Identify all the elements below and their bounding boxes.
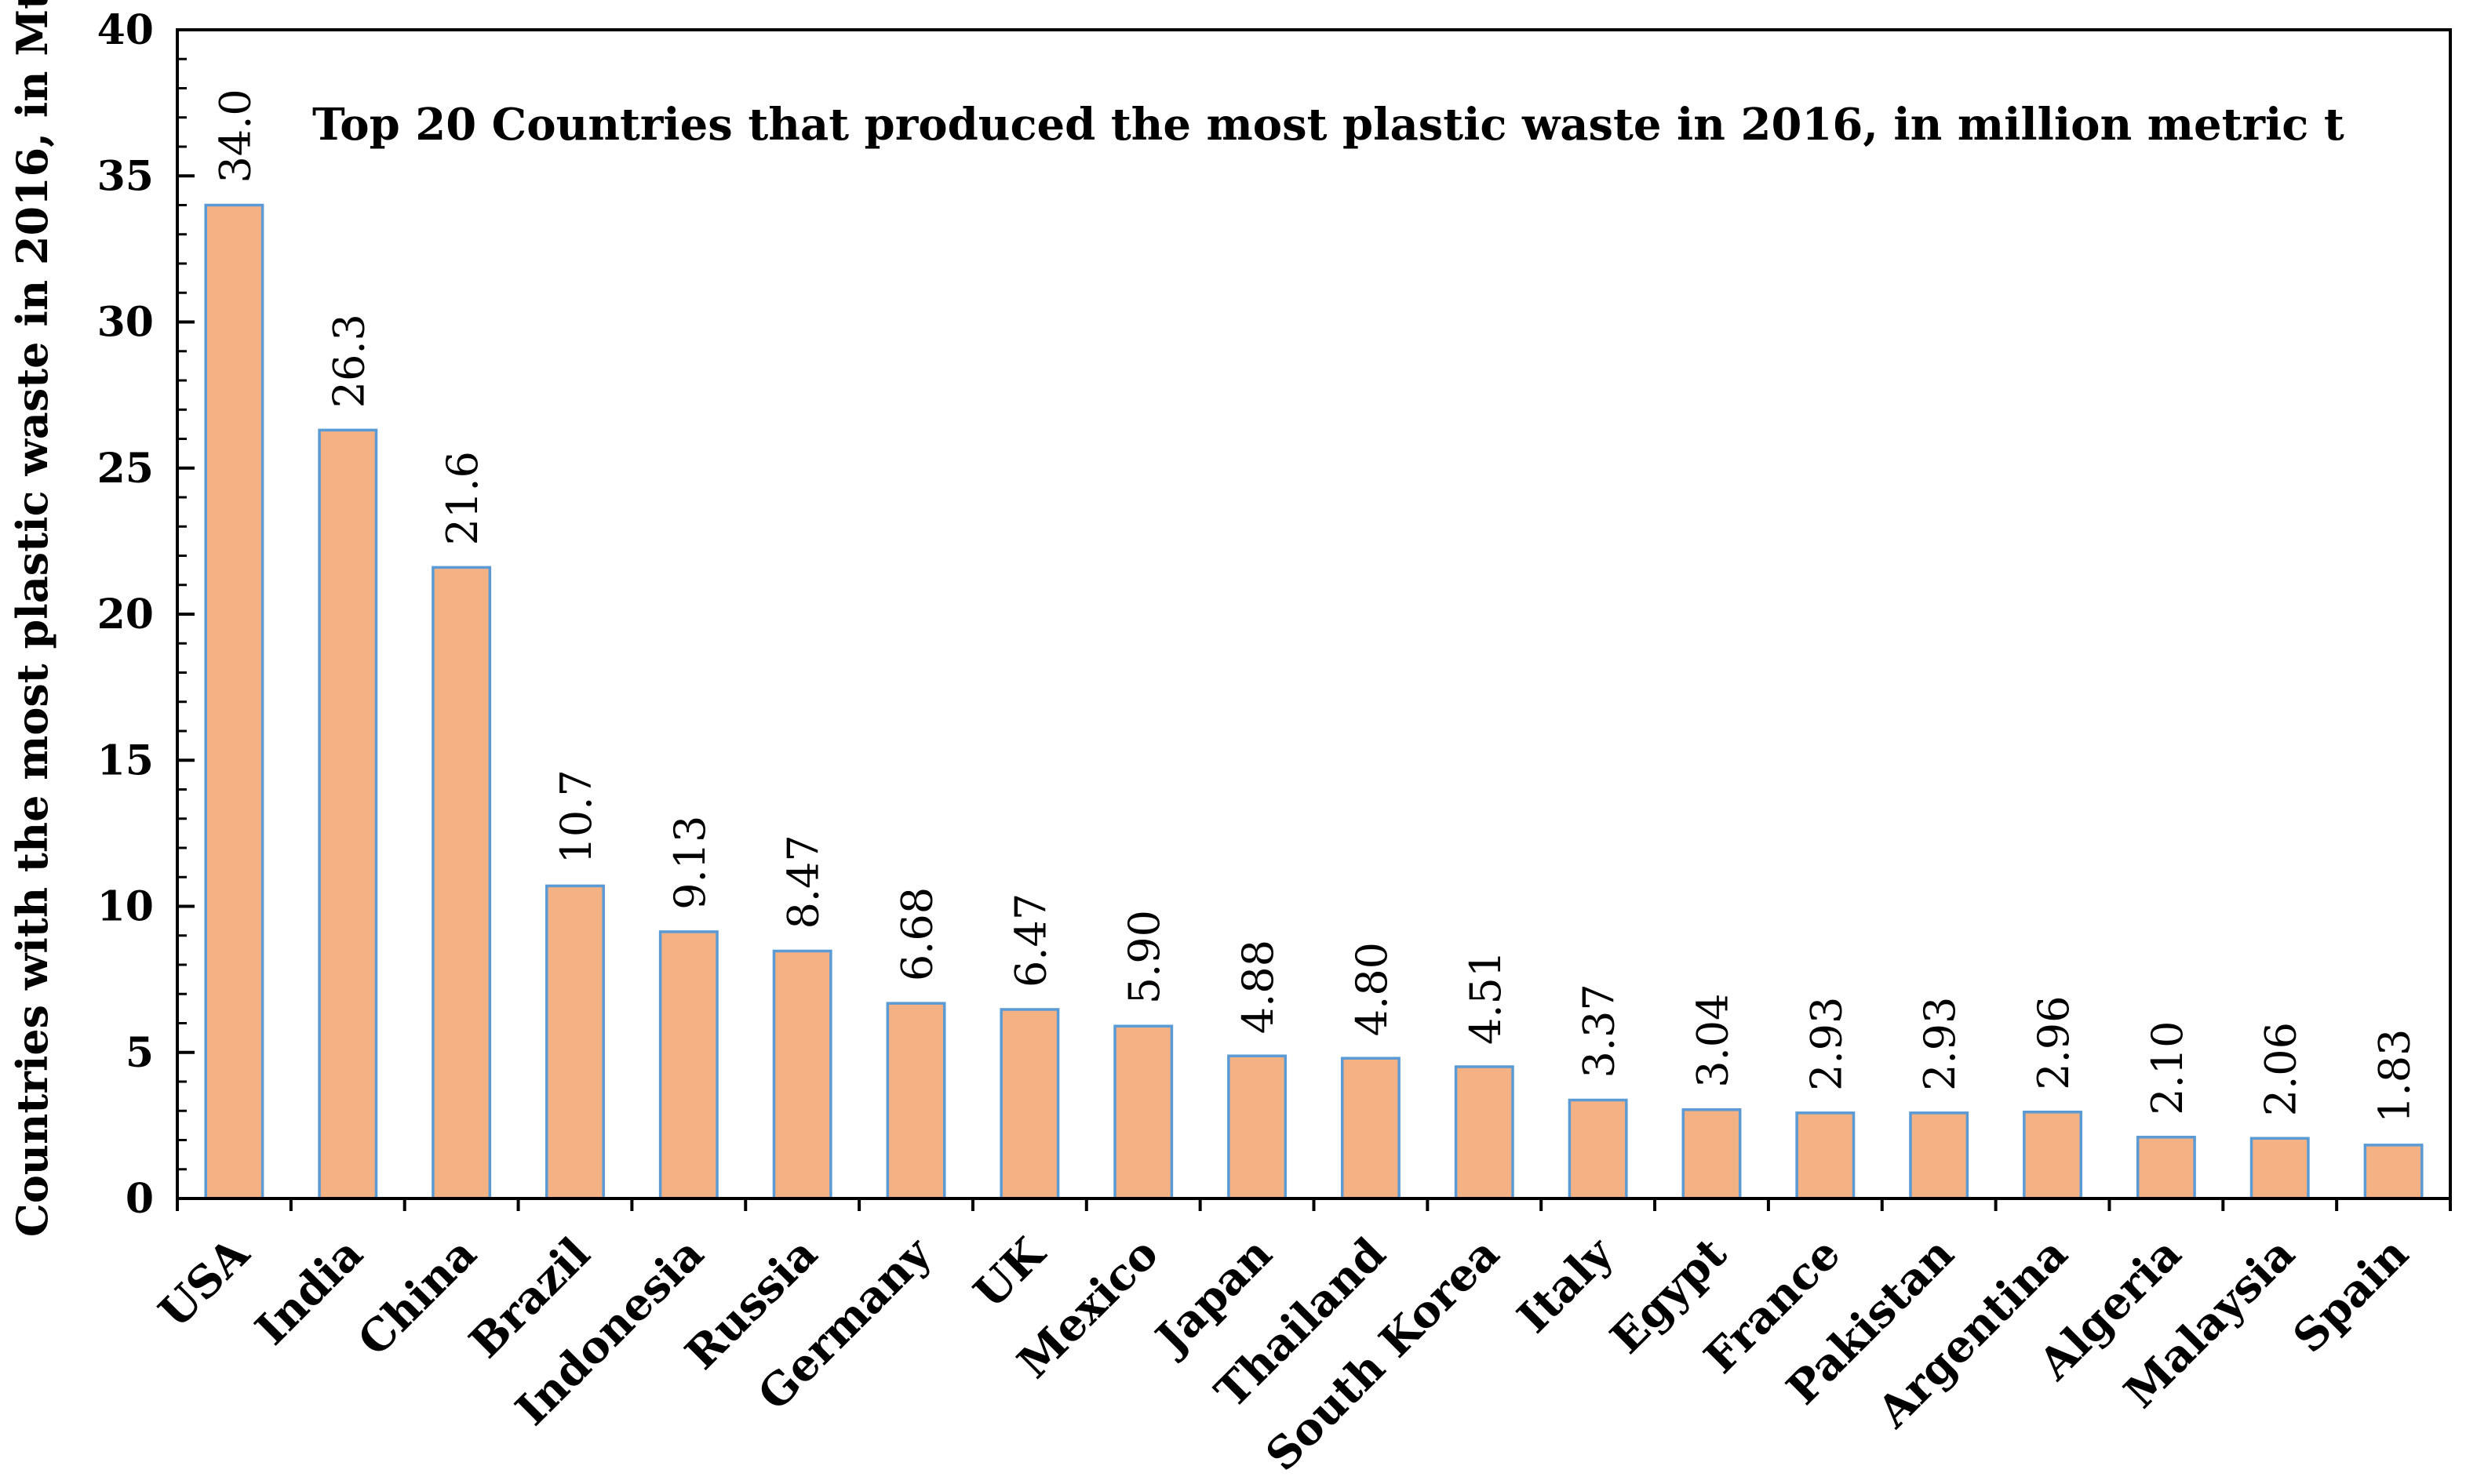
data-label: 1.83 bbox=[2370, 1029, 2420, 1123]
data-label: 3.04 bbox=[1688, 994, 1737, 1088]
data-label: 4.80 bbox=[1347, 942, 1397, 1036]
bar-thailand bbox=[1340, 1057, 1401, 1200]
bar-china bbox=[432, 566, 492, 1200]
data-label: 2.10 bbox=[2143, 1021, 2192, 1115]
bar-egypt bbox=[1681, 1108, 1742, 1200]
y-tick-label: 35 bbox=[97, 152, 154, 200]
axes-layer bbox=[176, 28, 2452, 1211]
y-tick-label: 25 bbox=[97, 445, 154, 493]
bar-mexico bbox=[1113, 1024, 1174, 1200]
y-tick-label: 5 bbox=[126, 1029, 154, 1077]
data-label: 2.06 bbox=[2257, 1022, 2306, 1116]
data-label: 2.93 bbox=[1915, 997, 1965, 1091]
y-tick-label: 10 bbox=[97, 883, 154, 931]
y-axis-label: Countries with the most plastic waste in… bbox=[7, 0, 57, 1237]
data-label: 21.6 bbox=[438, 451, 487, 545]
bar-pakistan bbox=[1909, 1111, 1969, 1200]
y-tick-label: 20 bbox=[97, 591, 154, 638]
data-label: 34.0 bbox=[210, 89, 260, 183]
data-label: 26.3 bbox=[324, 314, 373, 408]
data-label: 6.68 bbox=[893, 887, 942, 981]
data-label: 2.93 bbox=[1801, 997, 1851, 1091]
data-label: 9.13 bbox=[665, 816, 715, 910]
bar-south-korea bbox=[1454, 1065, 1514, 1200]
y-tick-label: 40 bbox=[97, 6, 154, 54]
data-label: 10.7 bbox=[552, 769, 601, 864]
data-label: 4.51 bbox=[1461, 951, 1510, 1045]
bars-layer bbox=[204, 203, 2424, 1200]
data-label: 3.37 bbox=[1575, 984, 1624, 1078]
y-tick-label: 15 bbox=[97, 737, 154, 784]
data-label: 6.47 bbox=[1006, 893, 1055, 988]
bar-algeria bbox=[2136, 1136, 2196, 1200]
bar-usa bbox=[204, 203, 264, 1200]
chart-title: Top 20 Countries that produced the most … bbox=[312, 99, 2344, 151]
bar-brazil bbox=[545, 884, 605, 1200]
data-label: 8.47 bbox=[779, 835, 829, 929]
bar-uk bbox=[1000, 1008, 1060, 1200]
bar-russia bbox=[772, 949, 832, 1200]
y-tick-label: 0 bbox=[126, 1175, 154, 1223]
bar-malaysia bbox=[2249, 1137, 2310, 1200]
bar-argentina bbox=[2023, 1110, 2082, 1200]
bar-france bbox=[1795, 1111, 1856, 1200]
bar-india bbox=[318, 428, 378, 1200]
data-label: 2.96 bbox=[2029, 996, 2078, 1090]
data-label: 4.88 bbox=[1233, 940, 1283, 1034]
bar-germany bbox=[886, 1002, 946, 1200]
data-label: 5.90 bbox=[1120, 910, 1169, 1004]
bar-spain bbox=[2363, 1144, 2424, 1200]
bar-italy bbox=[1568, 1098, 1628, 1200]
bar-japan bbox=[1227, 1054, 1288, 1200]
bar-indonesia bbox=[658, 930, 719, 1200]
y-tick-label: 30 bbox=[97, 299, 154, 347]
